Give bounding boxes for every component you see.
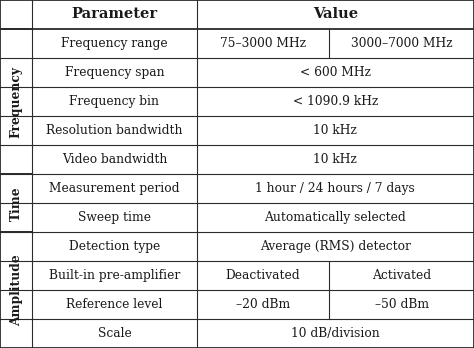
Text: Sweep time: Sweep time xyxy=(78,211,151,224)
Text: Value: Value xyxy=(313,7,358,22)
Text: Scale: Scale xyxy=(98,327,131,340)
Text: Time: Time xyxy=(9,186,23,221)
Text: Average (RMS) detector: Average (RMS) detector xyxy=(260,240,411,253)
Text: Resolution bandwidth: Resolution bandwidth xyxy=(46,124,182,137)
Text: Built-in pre-amplifier: Built-in pre-amplifier xyxy=(49,269,180,282)
Text: –50 dBm: –50 dBm xyxy=(374,299,429,311)
Text: Automatically selected: Automatically selected xyxy=(264,211,406,224)
Text: Measurement period: Measurement period xyxy=(49,182,180,195)
Text: Frequency span: Frequency span xyxy=(64,66,164,79)
Text: Frequency range: Frequency range xyxy=(61,37,168,50)
Text: Deactivated: Deactivated xyxy=(226,269,301,282)
Text: 75–3000 MHz: 75–3000 MHz xyxy=(220,37,306,50)
Text: 3000–7000 MHz: 3000–7000 MHz xyxy=(351,37,453,50)
Text: –20 dBm: –20 dBm xyxy=(236,299,290,311)
Text: 10 kHz: 10 kHz xyxy=(313,153,357,166)
Text: 10 kHz: 10 kHz xyxy=(313,124,357,137)
Text: Video bandwidth: Video bandwidth xyxy=(62,153,167,166)
Text: < 600 MHz: < 600 MHz xyxy=(300,66,371,79)
Text: Parameter: Parameter xyxy=(72,7,157,22)
Text: Frequency: Frequency xyxy=(9,65,23,137)
Text: Frequency bin: Frequency bin xyxy=(70,95,159,108)
Text: < 1090.9 kHz: < 1090.9 kHz xyxy=(292,95,378,108)
Text: Detection type: Detection type xyxy=(69,240,160,253)
Text: 1 hour / 24 hours / 7 days: 1 hour / 24 hours / 7 days xyxy=(255,182,415,195)
Text: 10 dB/division: 10 dB/division xyxy=(291,327,380,340)
Text: Amplitude: Amplitude xyxy=(9,254,23,326)
Text: Activated: Activated xyxy=(372,269,431,282)
Text: Reference level: Reference level xyxy=(66,299,163,311)
